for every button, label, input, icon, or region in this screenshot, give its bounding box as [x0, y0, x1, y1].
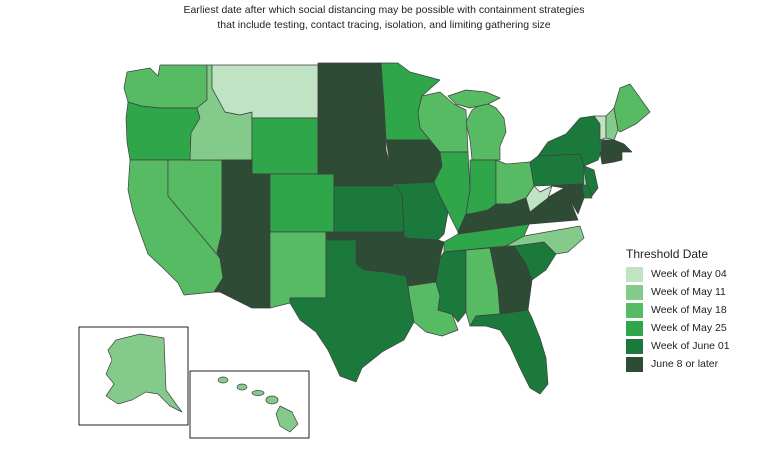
state-rhode-island [613, 151, 623, 163]
hawaii-island-molokai [251, 390, 265, 396]
legend-label: Week of May 04 [651, 268, 727, 280]
hawaii-island-big-island [275, 405, 299, 433]
state-pennsylvania [529, 153, 585, 187]
legend-swatch [626, 320, 643, 336]
legend-swatch [626, 266, 643, 282]
legend-item-jun08: June 8 or later [626, 355, 730, 373]
state-maryland [551, 183, 585, 215]
legend-swatch [626, 356, 643, 372]
legend-title: Threshold Date [626, 247, 709, 261]
state-washington [123, 64, 208, 109]
legend-label: June 8 or later [651, 358, 719, 370]
legend-item-may25: Week of May 25 [626, 319, 730, 337]
state-vermont [593, 115, 607, 141]
legend-label: Week of May 18 [651, 304, 727, 316]
state-illinois [433, 151, 471, 233]
title-line-1: Earliest date after which social distanc… [183, 4, 585, 16]
legend-label: Week of June 01 [651, 340, 730, 352]
legend-swatch [626, 338, 643, 354]
legend-label: Week of May 25 [651, 322, 727, 334]
state-montana [211, 64, 319, 119]
legend-item-may04: Week of May 04 [626, 265, 730, 283]
legend-swatch [626, 284, 643, 300]
state-texas [289, 239, 415, 383]
hawaii-island-maui [265, 395, 279, 405]
state-new-jersey [583, 165, 599, 197]
state-new-mexico [269, 231, 327, 309]
map-title: Earliest date after which social distanc… [0, 3, 768, 33]
state-maine [613, 83, 651, 133]
state-north-dakota [317, 62, 385, 104]
state-indiana [465, 159, 497, 215]
hawaii-island-kauai [217, 376, 229, 384]
state-north-carolina [505, 225, 585, 255]
hawaii-island-oahu [236, 383, 248, 391]
state-mississippi [435, 249, 467, 323]
alaska-inset-frame [78, 326, 189, 426]
state-arizona [213, 231, 271, 309]
state-iowa [385, 139, 443, 185]
state-kansas [333, 185, 405, 233]
hawaii-inset-frame [189, 370, 310, 439]
legend-label: Week of May 11 [651, 286, 726, 298]
state-colorado [269, 173, 335, 233]
state-florida [469, 309, 549, 395]
state-michigan-upper [447, 89, 501, 109]
legend-item-jun01: Week of June 01 [626, 337, 730, 355]
state-wyoming [251, 117, 319, 175]
legend-swatch [626, 302, 643, 318]
legend-item-may11: Week of May 11 [626, 283, 730, 301]
legend: Threshold Date Week of May 04 Week of Ma… [626, 247, 730, 373]
state-alaska [105, 333, 183, 413]
state-hawaii [217, 376, 299, 433]
title-line-2: that include testing, contact tracing, i… [217, 19, 551, 31]
state-south-dakota [317, 102, 387, 151]
state-west-virginia [525, 185, 553, 213]
state-new-hampshire [605, 107, 619, 141]
legend-item-may18: Week of May 18 [626, 301, 730, 319]
state-connecticut [599, 151, 615, 165]
state-michigan [465, 101, 507, 161]
state-oregon [125, 101, 201, 161]
state-massachusetts [601, 139, 633, 153]
